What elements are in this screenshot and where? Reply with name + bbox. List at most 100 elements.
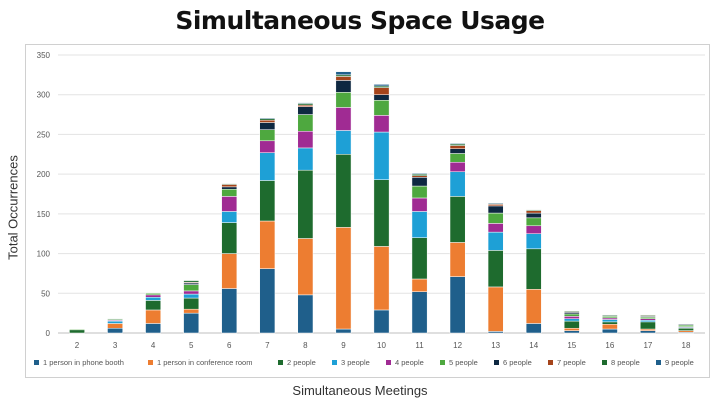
x-axis-label: Simultaneous Meetings xyxy=(292,383,428,398)
bar-segment xyxy=(145,309,162,324)
bar-segment xyxy=(259,122,276,130)
bar-segment xyxy=(525,248,542,290)
bar-segment xyxy=(259,140,276,153)
bar-segment xyxy=(297,147,314,171)
bar-segment xyxy=(563,327,580,331)
bar-segment xyxy=(640,330,656,334)
y-tick-label: 300 xyxy=(37,91,51,100)
legend-label: 2 people xyxy=(287,358,316,367)
bar-segment xyxy=(221,196,238,212)
bar-segment xyxy=(487,212,504,224)
x-tick-label: 13 xyxy=(491,341,500,350)
bar-segment xyxy=(525,289,542,324)
bar-segment xyxy=(411,185,428,199)
bar-segment xyxy=(563,330,580,334)
bar-segment xyxy=(373,115,390,133)
x-tick-label: 8 xyxy=(303,341,308,350)
bar-segment xyxy=(449,161,466,173)
bar-segment xyxy=(221,253,238,289)
bar-segment xyxy=(678,327,694,331)
bar-segment xyxy=(221,186,238,190)
x-tick-label: 10 xyxy=(377,341,386,350)
x-tick-label: 2 xyxy=(75,341,80,350)
bar-segment xyxy=(373,246,390,311)
bar-segment xyxy=(259,152,276,181)
bar-segment xyxy=(145,294,162,298)
bar-segment xyxy=(449,196,466,243)
chart-title: Simultaneous Space Usage xyxy=(175,6,545,35)
bars xyxy=(69,71,694,334)
bar-segment xyxy=(335,71,352,76)
bar-segment xyxy=(297,114,314,132)
bar-segment xyxy=(183,297,200,310)
bar-segment xyxy=(563,310,580,312)
bar-segment xyxy=(449,153,466,163)
y-tick-label: 150 xyxy=(37,210,51,219)
bar-segment xyxy=(640,321,656,330)
bar-segment xyxy=(525,233,542,250)
bar-segment xyxy=(107,327,123,334)
legend-swatch xyxy=(278,360,283,365)
bar-segment xyxy=(373,84,390,87)
x-tick-label: 17 xyxy=(643,341,652,350)
bar-segment xyxy=(335,154,352,228)
bar-segment xyxy=(69,329,85,334)
bar-segment xyxy=(411,211,428,238)
legend-label: 8 people xyxy=(611,358,640,367)
bar-segment xyxy=(601,319,618,323)
bar-segment xyxy=(411,237,428,280)
bar-segment xyxy=(183,284,200,292)
bar-segment xyxy=(183,308,200,314)
bar-segment xyxy=(449,148,466,154)
bar-segment xyxy=(259,180,276,222)
bar-segment xyxy=(525,225,542,234)
y-tick-label: 100 xyxy=(37,250,51,259)
bar-segment xyxy=(145,297,162,301)
x-tick-label: 3 xyxy=(113,341,118,350)
bar-segment xyxy=(297,238,314,296)
bar-segment xyxy=(525,210,542,214)
legend-label: 3 people xyxy=(341,358,370,367)
bar-segment xyxy=(563,316,580,319)
y-tick-label: 250 xyxy=(37,130,51,139)
x-tick-label: 6 xyxy=(227,341,232,350)
bar-segment xyxy=(563,313,580,317)
bar-segment xyxy=(221,288,238,334)
bar-segment xyxy=(373,179,390,247)
legend-swatch xyxy=(148,360,153,365)
bar-segment xyxy=(411,177,428,187)
x-tick-labels: 2 3 4 5 6 7 8 9 10 11 12 13 14 15 16 17 18 xyxy=(75,341,691,350)
bar-segment xyxy=(259,220,276,269)
legend-label: 6 people xyxy=(503,358,532,367)
bar-segment xyxy=(259,119,276,123)
bar-segment xyxy=(221,183,238,185)
bar-segment xyxy=(183,290,200,295)
y-tick-label: 350 xyxy=(37,51,51,60)
bar-segment xyxy=(373,94,390,101)
legend: 1 person in phone booth 1 person in confe… xyxy=(34,358,694,367)
bar-segment xyxy=(487,202,504,204)
bar-segment xyxy=(107,318,123,320)
bar-segment xyxy=(335,76,352,81)
y-tick-label: 50 xyxy=(41,289,50,298)
bar-segment xyxy=(373,131,390,180)
bar-segment xyxy=(411,278,428,292)
legend-swatch xyxy=(34,360,39,365)
bar-segment xyxy=(183,312,200,334)
bar-segment xyxy=(107,323,123,329)
bar-segment xyxy=(183,280,200,283)
bar-segment xyxy=(335,92,352,108)
bar-segment xyxy=(601,321,618,325)
bar-segment xyxy=(259,129,276,142)
y-tick-label: 0 xyxy=(46,329,51,338)
x-tick-label: 4 xyxy=(151,341,156,350)
bar-segment xyxy=(297,131,314,149)
bar-segment xyxy=(449,145,466,149)
bar-segment xyxy=(335,130,352,155)
bar-segment xyxy=(601,324,618,330)
x-tick-label: 16 xyxy=(605,341,614,350)
x-tick-label: 7 xyxy=(265,341,270,350)
x-tick-label: 15 xyxy=(567,341,576,350)
legend-swatch xyxy=(494,360,499,365)
bar-segment xyxy=(640,314,656,316)
